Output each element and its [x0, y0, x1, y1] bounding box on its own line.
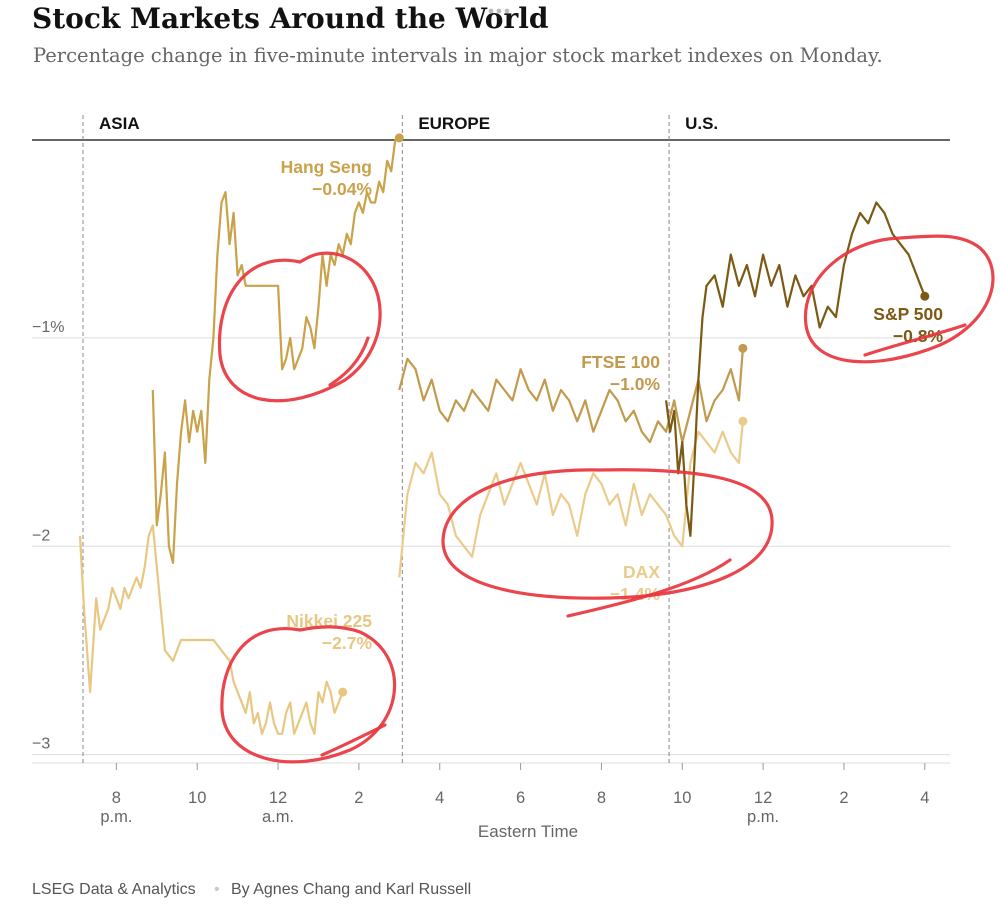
series-line [398, 348, 744, 444]
annotation-tick-nikkei [320, 723, 387, 757]
region-layer: ASIA EUROPE U.S. [32, 114, 950, 763]
series-end-dot [394, 133, 404, 143]
chart-title: Stock Markets Around the World [32, 2, 548, 35]
region-label: U.S. [685, 114, 718, 133]
y-tick-label: −2 [32, 527, 50, 544]
series-name-label: S&P 500 [873, 304, 943, 324]
series-name-label: DAX [623, 562, 660, 582]
x-tick-label: 4 [435, 789, 444, 807]
series-label-layer: Hang Seng−0.04% Nikkei 225−2.7% FTSE 100−1… [281, 157, 944, 653]
series-value-label: −2.7% [322, 633, 373, 653]
region-label: ASIA [99, 114, 140, 133]
x-tick-label: 10 [188, 789, 206, 807]
x-tick-label: 2 [839, 789, 848, 807]
more-dots-icon[interactable] [488, 8, 510, 14]
x-tick-label: 12 [269, 789, 287, 807]
x-tick-sublabel: p.m. [100, 808, 132, 826]
series-value-label: −0.04% [312, 179, 372, 199]
hand-drawn-annotations [217, 234, 995, 764]
axis-layer: −1%−2−38p.m.10 12a.m.2 4 6 8 10 12p.m.2 4 [32, 319, 929, 826]
region-label: EUROPE [418, 114, 490, 133]
annotation-circle-sp500 [803, 234, 995, 364]
x-tick-label: 12 [754, 789, 772, 807]
series-end-dot [738, 343, 748, 353]
annotation-tick-dax [566, 558, 732, 618]
series-value-label: −0.8% [893, 326, 944, 346]
series-line [151, 136, 400, 565]
series-line [398, 421, 744, 578]
series-name-label: FTSE 100 [581, 352, 660, 372]
series-name-label: Nikkei 225 [286, 611, 372, 631]
series-value-label: −1.0% [610, 374, 661, 394]
y-tick-label: −1% [32, 319, 64, 336]
series-line [665, 201, 926, 537]
chart-subtitle: Percentage change in five-minute interva… [33, 44, 883, 67]
x-tick-label: 10 [673, 789, 691, 807]
x-tick-label: 8 [597, 789, 606, 807]
byline: By Agnes Chang and Karl Russell [231, 881, 471, 898]
credit-separator: • [214, 881, 220, 898]
series-layer [78, 133, 930, 735]
annotation-circle-nikkei [220, 625, 396, 764]
series-end-dot [338, 687, 348, 697]
source-credit: LSEG Data & Analytics [32, 881, 196, 898]
annotation-tick-sp500 [863, 323, 967, 357]
x-tick-sublabel: p.m. [747, 808, 779, 826]
series-end-dot [738, 416, 748, 426]
annotation-tick-hang-seng [328, 336, 370, 387]
x-tick-label: 8 [112, 789, 121, 807]
series-end-dot [920, 291, 930, 301]
annotation-circle-hang-seng [217, 251, 382, 403]
annotation-circle-dax [441, 468, 774, 600]
series-line [78, 524, 344, 735]
x-tick-label: 2 [354, 789, 363, 807]
y-tick-label: −3 [32, 736, 50, 753]
x-axis-title: Eastern Time [478, 822, 578, 841]
x-tick-label: 4 [920, 789, 929, 807]
grid-layer [32, 337, 950, 764]
series-name-label: Hang Seng [281, 157, 372, 177]
x-tick-label: 6 [516, 789, 525, 807]
x-tick-sublabel: a.m. [262, 808, 294, 826]
